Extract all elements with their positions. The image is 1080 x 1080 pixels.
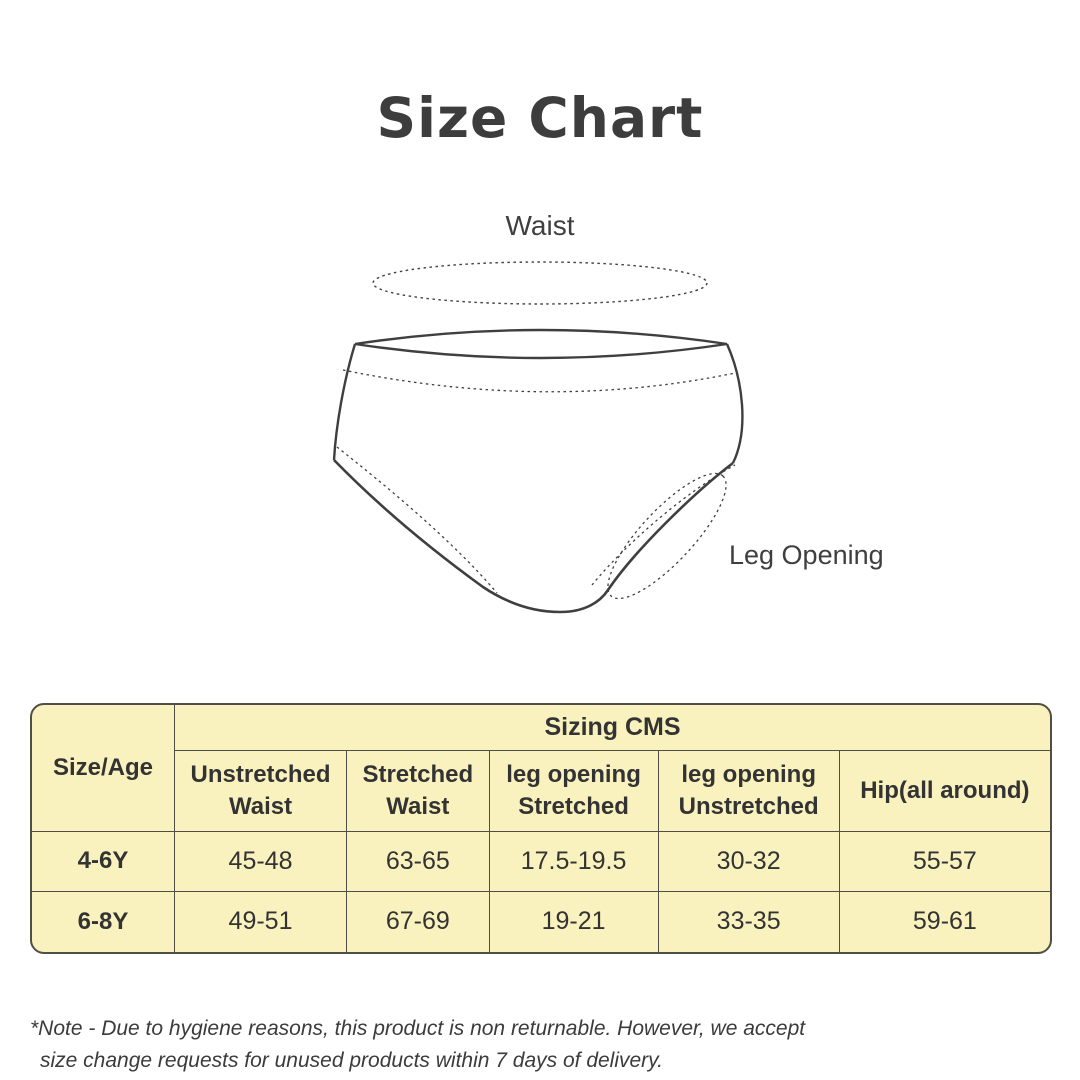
hygiene-note-line2: size change requests for unused products… bbox=[40, 1048, 663, 1072]
leg-outline bbox=[333, 459, 734, 614]
value-cell: 19-21 bbox=[488, 890, 659, 952]
page-title: Size Chart bbox=[376, 86, 704, 150]
size-age-cell: 4-6Y bbox=[32, 830, 176, 892]
leg-opening-dotted-ellipse bbox=[607, 472, 727, 600]
value-cell: 59-61 bbox=[838, 890, 1050, 952]
corner-header-size-age: Size/Age bbox=[32, 705, 176, 832]
col-header-leg-opening-stretched: leg opening Stretched bbox=[488, 749, 659, 832]
value-cell: 30-32 bbox=[657, 830, 840, 892]
group-header-sizing-cms: Sizing CMS bbox=[174, 705, 1050, 751]
col-header-leg-opening-unstretched: leg opening Unstretched bbox=[657, 749, 840, 832]
waist-label: Waist bbox=[505, 210, 575, 241]
value-cell: 63-65 bbox=[346, 830, 490, 892]
hygiene-note-line1: *Note - Due to hygiene reasons, this pro… bbox=[30, 1017, 806, 1040]
col-header-hip-all-around: Hip(all around) bbox=[838, 749, 1050, 832]
col-header-stretched-waist: Stretched Waist bbox=[346, 749, 490, 832]
left-leg-seam-dotted bbox=[336, 446, 498, 594]
value-cell: 67-69 bbox=[346, 890, 490, 952]
size-age-cell: 6-8Y bbox=[32, 890, 176, 952]
hygiene-note: *Note - Due to hygiene reasons, this pro… bbox=[30, 1013, 810, 1076]
value-cell: 55-57 bbox=[838, 830, 1050, 892]
right-leg-seam-dotted bbox=[591, 464, 736, 586]
waist-seam-dotted bbox=[342, 369, 736, 393]
waistband-bottom-edge bbox=[354, 342, 728, 360]
table-row: 4-6Y 45-48 63-65 17.5-19.5 30-32 55-57 bbox=[32, 830, 1050, 892]
col-header-unstretched-waist: Unstretched Waist bbox=[174, 749, 348, 832]
waistband-top-edge bbox=[354, 328, 728, 346]
left-side-edge bbox=[332, 343, 357, 461]
value-cell: 33-35 bbox=[657, 890, 840, 952]
value-cell: 45-48 bbox=[174, 830, 348, 892]
underwear-diagram bbox=[332, 261, 744, 614]
right-side-edge bbox=[725, 343, 744, 464]
size-table: Size/Age Sizing CMS Unstretched Waist St… bbox=[30, 703, 1052, 954]
leg-opening-label: Leg Opening bbox=[729, 540, 884, 570]
waist-dotted-ellipse bbox=[372, 261, 708, 305]
value-cell: 49-51 bbox=[174, 890, 348, 952]
table-row: 6-8Y 49-51 67-69 19-21 33-35 59-61 bbox=[32, 890, 1050, 952]
value-cell: 17.5-19.5 bbox=[488, 830, 659, 892]
